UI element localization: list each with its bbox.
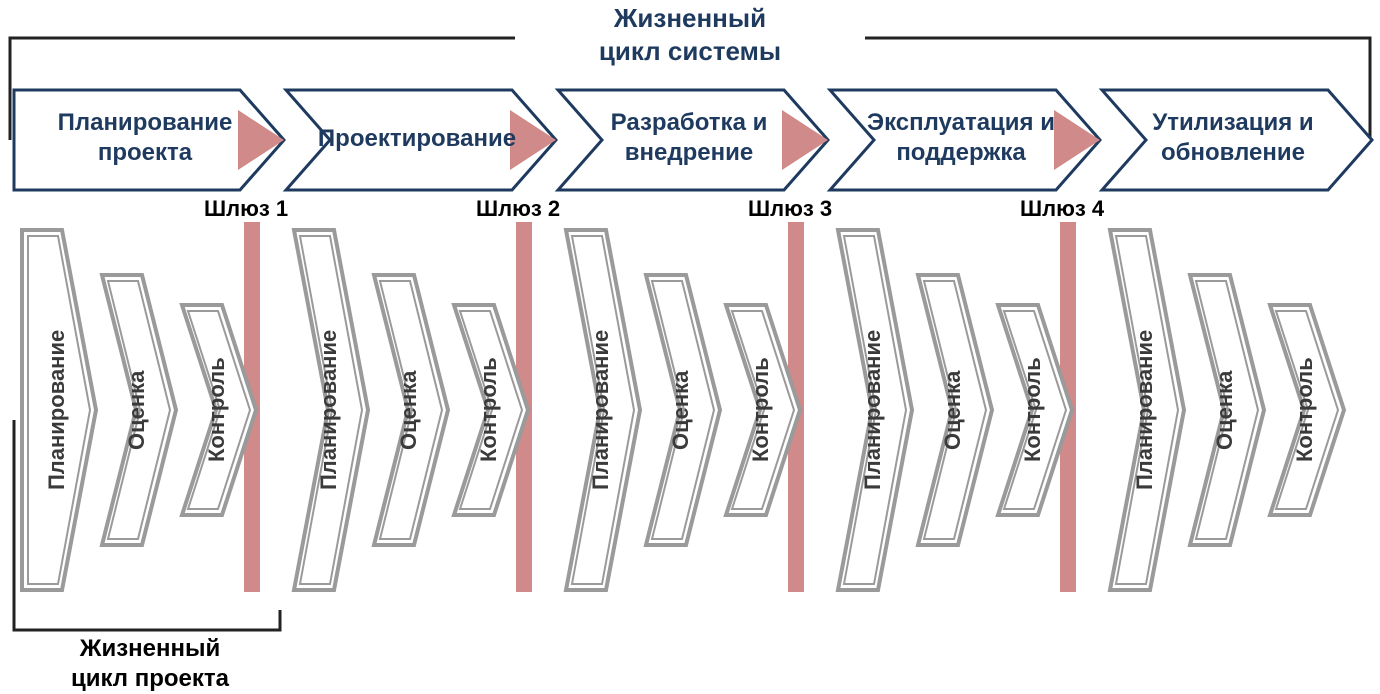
sub-label-2-1: Оценка [668,295,694,525]
sub-label-1-2: Контроль [476,325,502,495]
gate-label-1: Шлюз 1 [204,196,364,222]
phase-label-0: Планированиепроекта [32,108,258,168]
sub-label-1-1: Оценка [396,295,422,525]
phase-label-4: Утилизация иобновление [1120,108,1346,168]
bottom-line1: Жизненный [80,635,220,662]
sub-label-2-2: Контроль [748,325,774,495]
sub-label-3-0: Планирование [860,250,886,570]
sub-label-2-0: Планирование [588,250,614,570]
sub-label-0-1: Оценка [124,295,150,525]
sub-label-0-2: Контроль [204,325,230,495]
diagram-canvas: Жизненныйцикл системыПланированиепроекта… [0,0,1380,693]
gate-label-4: Шлюз 4 [1020,196,1180,222]
sub-label-4-2: Контроль [1292,325,1318,495]
bottom-label: Жизненный цикл проекта [40,634,260,694]
phase-label-3: Эксплуатация иподдержка [848,108,1074,168]
sub-label-3-1: Оценка [940,295,966,525]
phase-label-2: Разработка ивнедрение [576,108,802,168]
sub-label-4-1: Оценка [1212,295,1238,525]
sub-label-1-0: Планирование [316,250,342,570]
gate-label-3: Шлюз 3 [748,196,908,222]
title-line1: Жизненный [614,3,766,33]
sub-label-3-2: Контроль [1020,325,1046,495]
sub-label-4-0: Планирование [1132,250,1158,570]
title-line2: цикл системы [599,36,781,66]
bottom-line2: цикл проекта [71,665,229,692]
sub-label-0-0: Планирование [44,250,70,570]
phase-label-1: Проектирование [304,124,530,154]
gate-label-2: Шлюз 2 [476,196,636,222]
diagram-title: Жизненныйцикл системы [520,2,860,67]
